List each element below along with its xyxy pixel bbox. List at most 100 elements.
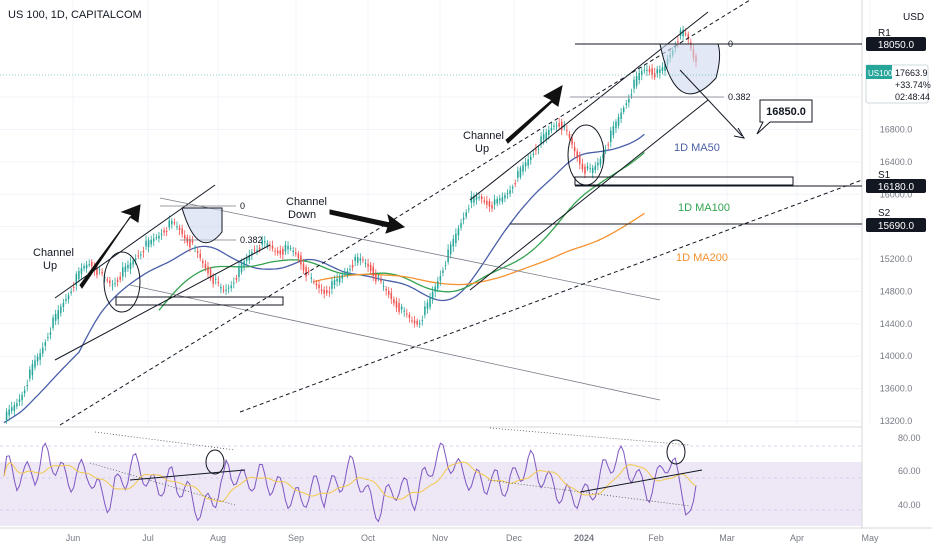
ma50-label: 1D MA50 [674,142,720,154]
candle-body [351,264,354,268]
candle-body [80,268,83,274]
candle-body [333,279,336,286]
candle-body [132,260,134,265]
candle-body [367,263,369,267]
candle-body [235,277,238,280]
candle-body [568,133,571,138]
candle-body [122,267,124,277]
candle-body [594,165,597,170]
price-axis[interactable]: 17200.016800.016400.016000.015600.015200… [880,92,913,426]
candle-body [116,280,119,282]
candle-body [659,69,661,74]
candle-body [207,266,209,274]
candle-body [550,127,553,131]
candle-body [258,247,261,250]
candle-body [602,154,604,159]
candle-body [222,289,225,291]
candle-body [455,233,457,244]
candle-body [416,320,418,325]
candle-body [266,243,269,246]
s2-badge-value: 15690.0 [878,221,915,232]
candle-body [287,245,289,250]
grid [0,0,871,425]
candle-body [331,281,333,289]
candle-body [47,336,49,339]
price-pane[interactable] [0,0,862,425]
candle-body [220,286,222,289]
candle-body [635,75,638,87]
channel-up-right-label-1: Channel [463,130,504,142]
candle-body [21,394,23,401]
candle-body [452,238,455,247]
s1-badge: 16180.0 [866,179,926,193]
price-tick: 13200.0 [880,416,913,426]
rsi-tick-60: 60.00 [898,466,921,476]
rsi-ellipse-right [666,439,686,465]
candle-body [555,125,558,127]
candle-body [194,247,196,249]
time-tick: 2024 [574,533,594,543]
candle-body [109,280,111,284]
currency-label: USD [903,12,924,23]
candle-body [473,195,475,203]
cup-left [181,207,223,244]
candle-body [240,263,243,272]
r1-label: R1 [878,28,891,39]
candle-body [584,166,586,174]
channel-down-lower [129,284,661,401]
candle-body [628,98,630,103]
ma100-label: 1D MA100 [678,202,730,214]
candle-body [341,275,344,279]
candle-body [227,287,230,289]
candle-body [212,276,214,284]
candle-body [34,360,36,368]
candle-body [54,313,57,321]
ma50-line [3,133,645,424]
candle-body [243,260,245,267]
candle-body [387,290,390,295]
ma200-label: 1D MA200 [676,252,728,264]
r1-badge-value: 18050.0 [878,40,915,51]
candle-body [168,220,171,228]
candle-body [354,256,356,262]
candle-body [535,149,537,151]
candle-body [238,266,240,278]
candle-body [511,187,514,189]
price-tick: 16800.0 [880,125,913,135]
candle-body [323,289,325,294]
candle-body [382,285,385,287]
candle-body [140,254,142,256]
candle-body [292,250,294,253]
price-tick: 14800.0 [880,286,913,296]
candle-body [8,409,10,416]
candle-body [289,247,292,249]
candle-body [302,263,305,271]
candle-body [687,34,690,40]
candle-body [375,274,377,282]
rsi-tick-40: 40.00 [898,500,921,510]
candle-body [362,259,364,261]
candle-body [607,144,609,146]
candle-body [111,284,114,286]
candle-body [411,320,413,322]
candle-body [124,266,127,272]
candle-body [142,250,145,253]
candle-body [468,208,470,210]
candle-body [199,253,202,258]
candle-body [72,286,75,288]
candle-body [571,138,573,145]
candle-body [271,245,274,249]
candle-body [127,264,129,269]
candle-body [44,342,47,346]
candle-body [478,197,480,199]
candle-body [36,356,39,362]
candle-body [214,278,217,280]
candle-body [641,70,643,75]
time-axis[interactable]: Jun Jul Aug Sep Oct Nov Dec 2024 Feb Mar Apr May [66,533,879,543]
price-tick: 13600.0 [880,384,913,394]
candle-body [165,231,168,233]
channel-down-upper [159,197,661,301]
price-tick: 15200.0 [880,254,913,264]
candle-body [245,257,248,262]
